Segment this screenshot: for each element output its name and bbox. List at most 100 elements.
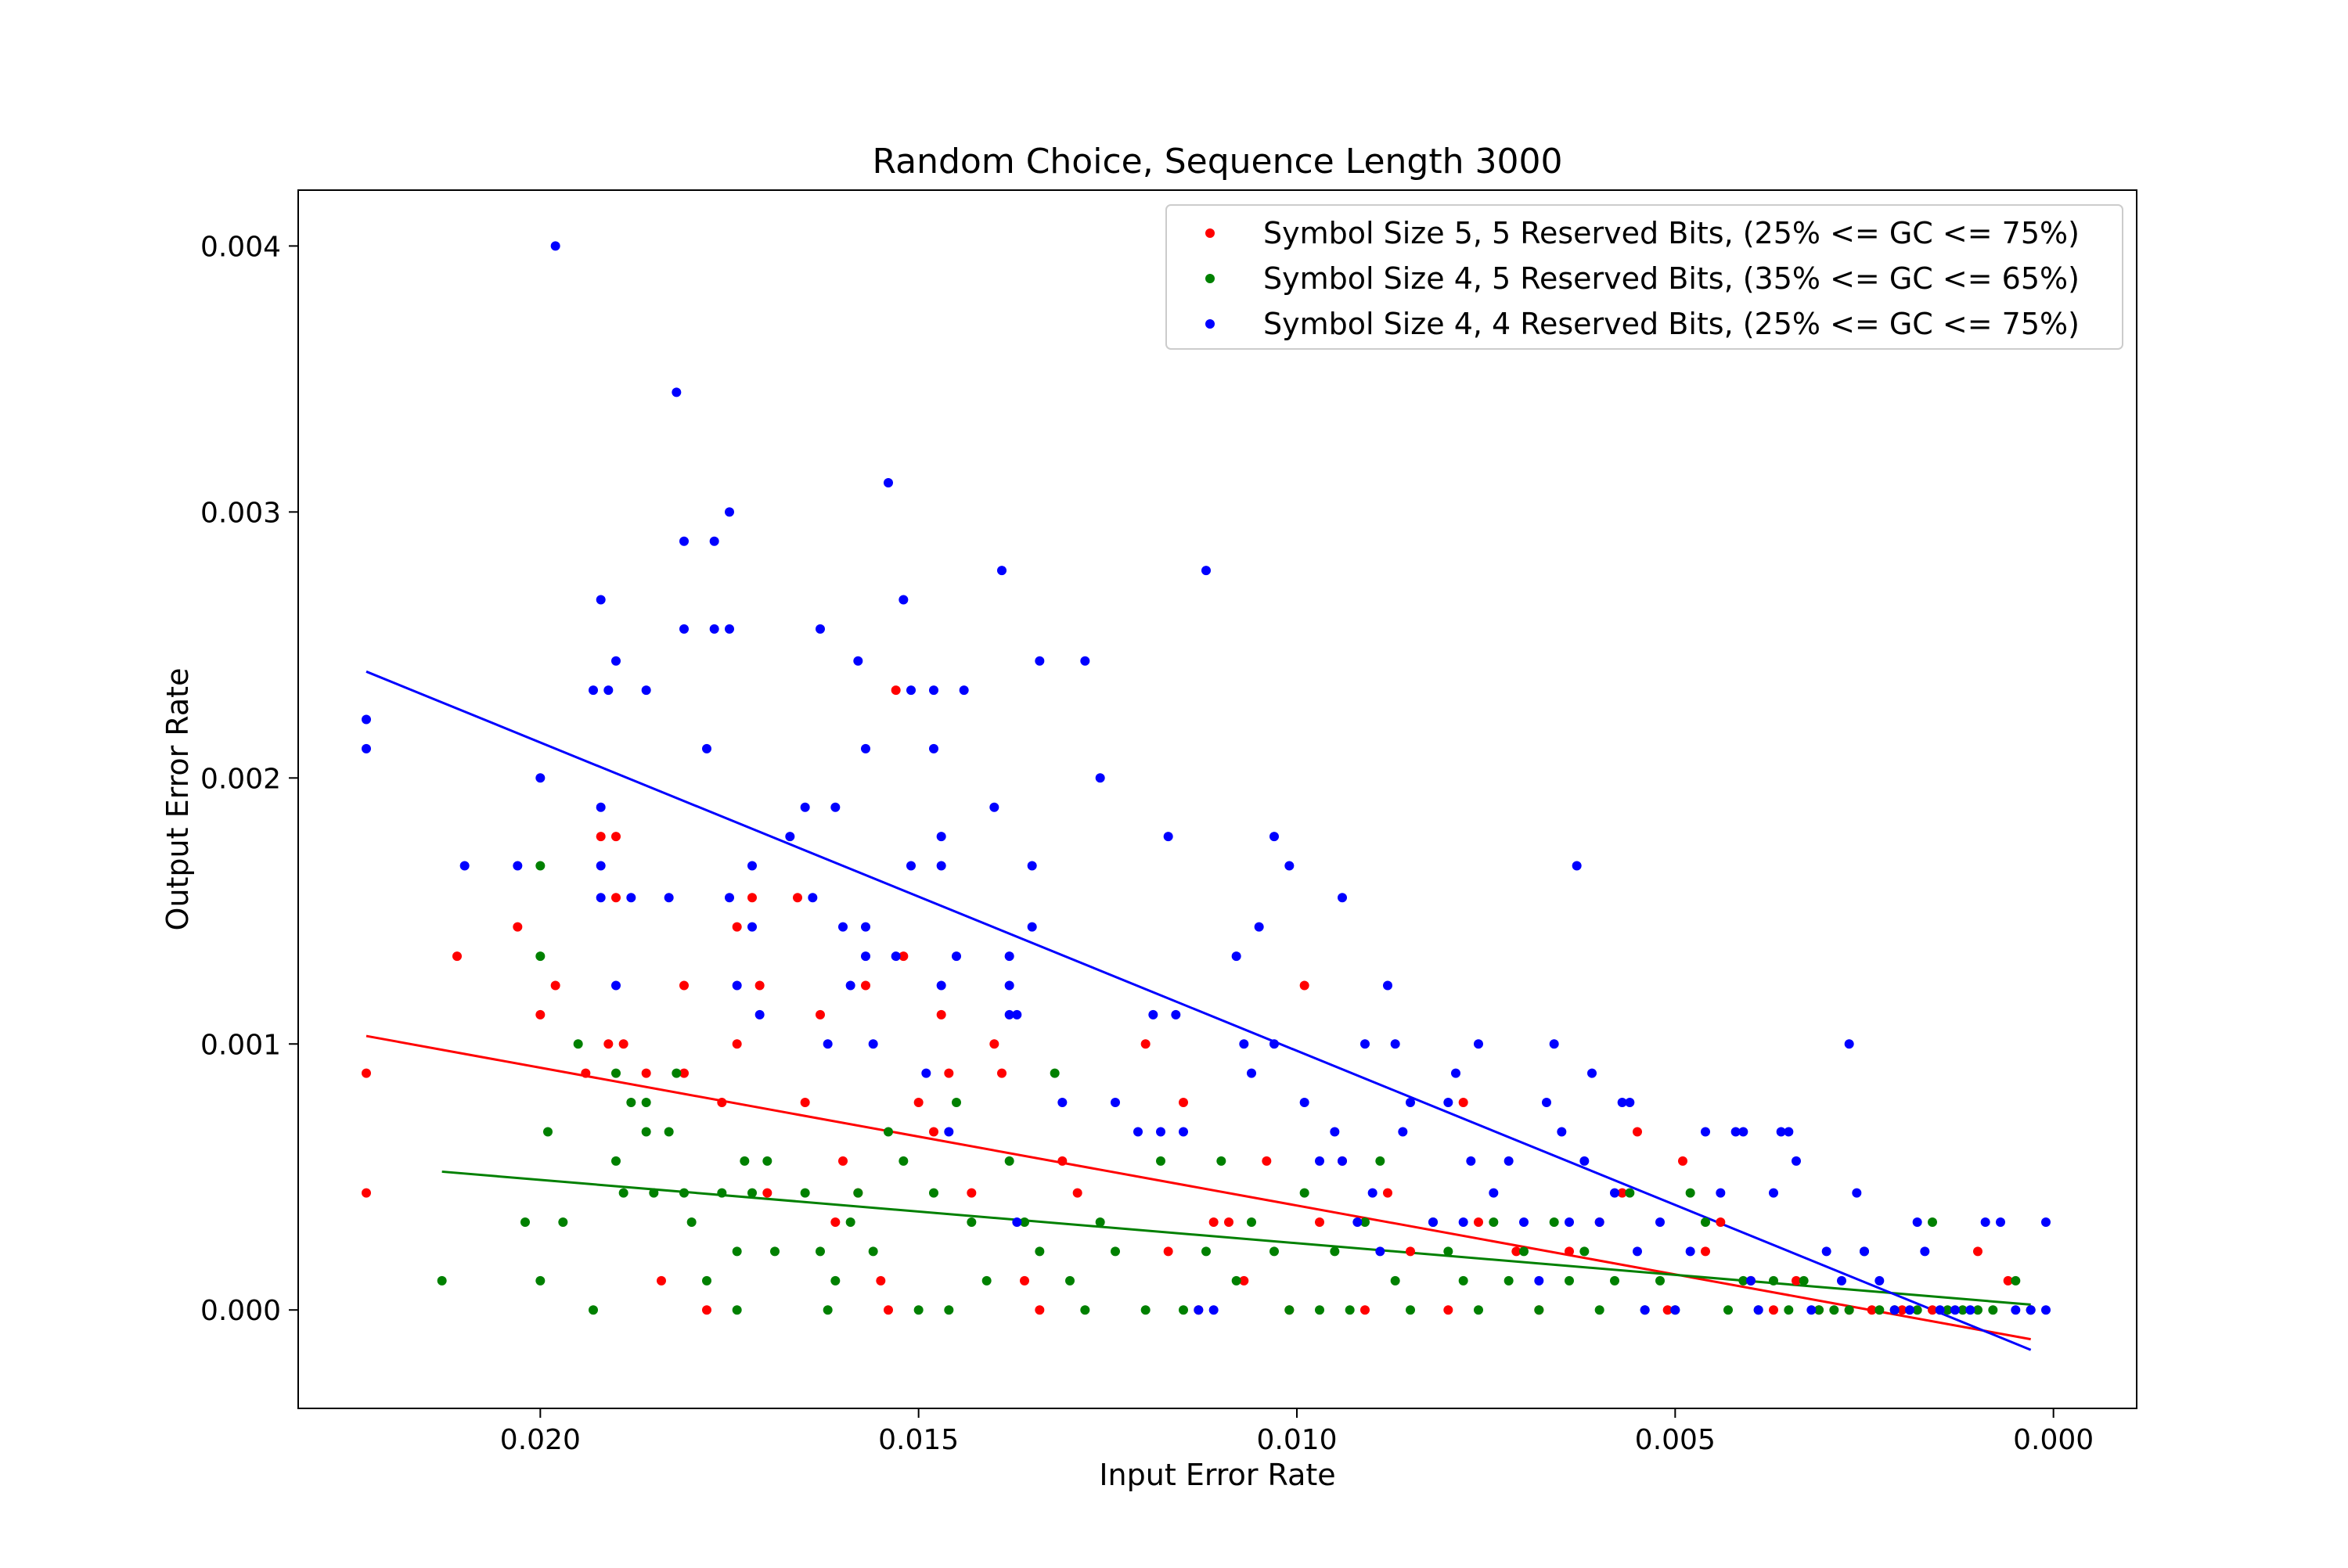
data-point-series-3 xyxy=(709,624,719,634)
data-point-series-2 xyxy=(573,1039,583,1049)
data-point-series-3 xyxy=(1617,1098,1627,1108)
data-point-series-2 xyxy=(823,1305,833,1315)
data-point-series-1 xyxy=(929,1127,938,1137)
data-point-series-2 xyxy=(981,1275,992,1286)
data-point-series-3 xyxy=(1670,1305,1680,1315)
data-point-series-2 xyxy=(1504,1275,1514,1286)
data-point-series-2 xyxy=(672,1068,682,1078)
data-point-series-3 xyxy=(1806,1305,1817,1315)
legend-label: Symbol Size 4, 4 Reserved Bits, (25% <= … xyxy=(1263,307,2080,341)
data-point-series-3 xyxy=(1633,1246,1642,1257)
legend: Symbol Size 5, 5 Reserved Bits, (25% <= … xyxy=(1165,204,2123,350)
data-point-series-1 xyxy=(884,1305,893,1315)
data-point-series-3 xyxy=(1753,1305,1763,1315)
data-points xyxy=(362,241,2051,1315)
data-point-series-1 xyxy=(800,1098,810,1108)
data-point-series-3 xyxy=(1057,1098,1068,1108)
data-point-series-1 xyxy=(1406,1246,1415,1257)
data-point-series-3 xyxy=(1360,1039,1370,1049)
data-point-series-3 xyxy=(1163,832,1173,842)
data-point-series-1 xyxy=(362,1188,371,1198)
data-point-series-3 xyxy=(550,241,560,251)
data-point-series-3 xyxy=(725,624,734,634)
data-point-series-3 xyxy=(936,832,946,842)
data-point-series-3 xyxy=(596,802,606,812)
data-point-series-3 xyxy=(1080,656,1090,666)
data-point-series-1 xyxy=(1973,1246,1982,1257)
data-point-series-1 xyxy=(1678,1156,1687,1166)
data-point-series-3 xyxy=(1398,1127,1408,1137)
data-point-series-3 xyxy=(1784,1127,1794,1137)
y-tick-label: 0.000 xyxy=(200,1295,281,1327)
data-point-series-3 xyxy=(944,1127,954,1137)
data-point-series-2 xyxy=(1231,1275,1241,1286)
trend-line-series-3 xyxy=(366,670,2032,1351)
data-point-series-3 xyxy=(626,893,636,903)
data-point-series-1 xyxy=(2003,1275,2013,1286)
data-point-series-1 xyxy=(944,1068,954,1078)
data-point-series-2 xyxy=(1769,1275,1778,1286)
data-point-series-3 xyxy=(747,922,757,932)
data-point-series-1 xyxy=(967,1188,977,1198)
data-point-series-1 xyxy=(899,951,909,962)
data-point-series-3 xyxy=(747,861,757,871)
x-tick-label: 0.015 xyxy=(878,1424,959,1456)
data-point-series-2 xyxy=(1269,1246,1279,1257)
data-point-series-2 xyxy=(1738,1275,1748,1286)
data-point-series-3 xyxy=(1443,1098,1453,1108)
data-point-series-3 xyxy=(1269,832,1279,842)
data-point-series-3 xyxy=(1254,922,1264,932)
data-point-series-1 xyxy=(1072,1188,1082,1198)
data-point-series-1 xyxy=(452,951,462,962)
data-point-series-3 xyxy=(1776,1127,1786,1137)
data-point-series-1 xyxy=(679,1068,689,1078)
data-point-series-3 xyxy=(1201,566,1211,576)
data-point-series-2 xyxy=(1655,1275,1665,1286)
data-point-series-2 xyxy=(952,1098,961,1108)
data-point-series-3 xyxy=(816,624,825,634)
data-point-series-2 xyxy=(1406,1305,1415,1315)
data-point-series-2 xyxy=(800,1188,810,1198)
data-point-series-1 xyxy=(581,1068,591,1078)
data-point-series-1 xyxy=(1565,1246,1574,1257)
data-point-series-1 xyxy=(747,893,757,903)
data-point-series-1 xyxy=(861,980,870,991)
data-point-series-3 xyxy=(1451,1068,1460,1078)
data-point-series-3 xyxy=(1194,1305,1204,1315)
data-point-series-2 xyxy=(2011,1275,2021,1286)
trend-line-series-1 xyxy=(366,1034,2031,1341)
data-point-series-3 xyxy=(664,893,674,903)
data-point-series-3 xyxy=(679,536,689,546)
data-point-series-3 xyxy=(1912,1217,1922,1228)
data-point-series-2 xyxy=(929,1188,938,1198)
data-point-series-2 xyxy=(1458,1275,1468,1286)
data-point-series-2 xyxy=(1957,1305,1968,1315)
data-point-series-2 xyxy=(611,1156,621,1166)
data-point-series-3 xyxy=(641,685,651,696)
data-point-series-2 xyxy=(535,951,546,962)
data-point-series-2 xyxy=(1943,1305,1953,1315)
data-point-series-2 xyxy=(913,1305,924,1315)
data-point-series-3 xyxy=(2011,1305,2021,1315)
data-point-series-3 xyxy=(725,507,734,517)
data-point-series-3 xyxy=(1519,1217,1529,1228)
data-point-series-3 xyxy=(1874,1275,1885,1286)
data-point-series-3 xyxy=(989,802,999,812)
data-point-series-2 xyxy=(762,1156,772,1166)
data-point-series-3 xyxy=(1640,1305,1650,1315)
data-point-series-3 xyxy=(1565,1217,1574,1228)
data-point-series-2 xyxy=(1390,1275,1400,1286)
data-point-series-2 xyxy=(740,1156,750,1166)
data-point-series-3 xyxy=(513,861,523,871)
data-point-series-3 xyxy=(1534,1275,1544,1286)
data-point-series-1 xyxy=(679,980,689,991)
data-point-series-2 xyxy=(845,1217,855,1228)
data-point-series-2 xyxy=(1216,1156,1226,1166)
data-point-series-3 xyxy=(1406,1098,1415,1108)
data-point-series-3 xyxy=(1738,1127,1748,1137)
data-point-series-1 xyxy=(830,1217,841,1228)
data-point-series-3 xyxy=(1367,1188,1377,1198)
data-point-series-2 xyxy=(1829,1305,1839,1315)
trend-line-series-2 xyxy=(441,1170,2031,1306)
